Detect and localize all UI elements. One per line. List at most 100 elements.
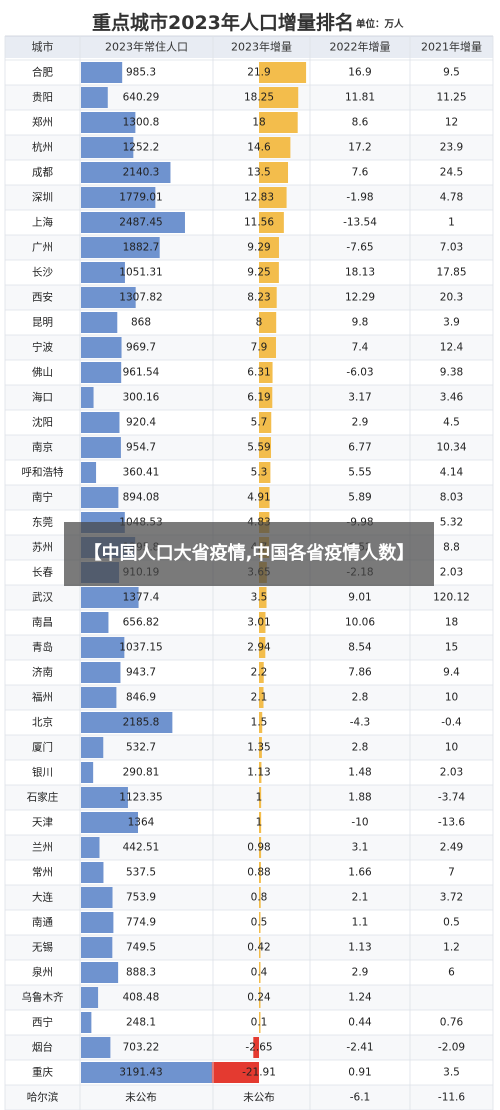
increment-2022-value: 5.89 [348,492,371,504]
increment-2021-value: 4.78 [440,192,463,204]
increment-2022-value: 1.13 [348,942,371,954]
city-label: 无锡 [32,941,53,954]
increment-2023-value: 2.94 [247,642,271,654]
increment-2022-value: 16.9 [348,67,371,79]
increment-2022-value: 0.91 [348,1067,371,1079]
increment-bar-positive [259,837,262,858]
population-bar [81,962,119,983]
increment-bar-positive [259,737,262,758]
population-bar [81,912,114,933]
population-value: 894.08 [123,492,160,504]
population-value: 1123.35 [119,792,162,804]
population-value: 未公布 [125,1092,157,1104]
increment-bar-positive [259,787,262,808]
increment-2021-value: 3.72 [440,892,463,904]
unit-label: 单位：万人 [356,19,404,30]
increment-2021-value: 3.46 [440,392,464,404]
increment-2022-value: 12.29 [345,292,375,304]
population-value: 961.54 [123,367,160,379]
header-row-bg [5,36,493,58]
increment-2023-value: 3.01 [247,617,270,629]
population-value: 1051.31 [119,267,162,279]
city-label: 乌鲁木齐 [22,991,64,1004]
city-label: 青岛 [32,641,53,654]
city-label: 西宁 [32,1016,53,1029]
increment-bar-positive [259,812,262,833]
population-bar [81,1062,215,1083]
increment-bar-positive [259,237,279,258]
table-row [5,910,493,935]
table-row [5,335,493,360]
population-bar [81,112,136,133]
city-label: 大连 [32,891,53,904]
population-value: 300.16 [123,392,160,404]
increment-2022-value: 2.8 [352,742,369,754]
increment-2022-value: 2.9 [352,417,369,429]
increment-2022-value: 10.06 [345,617,375,629]
population-bar [81,237,160,258]
population-value: 1377.4 [123,592,160,604]
header-cell: 城市 [32,40,54,54]
table-row [5,710,493,735]
city-label: 合肥 [32,66,53,79]
population-bar [81,87,108,108]
population-bar [81,212,185,233]
table-row [5,960,493,985]
population-bar [81,437,121,458]
increment-2021-value: 1 [448,217,455,229]
increment-2023-value: 1 [256,792,263,804]
population-value: 943.7 [126,667,156,679]
increment-2023-value: 6.19 [247,392,270,404]
population-value: 985.3 [126,67,156,79]
increment-2022-value: 7.6 [352,167,369,179]
increment-2021-value: -11.6 [438,1092,465,1104]
increment-2022-value: 6.77 [348,442,371,454]
increment-bar-positive [259,187,287,208]
increment-2022-value: 1.1 [352,917,369,929]
city-label: 佛山 [32,366,53,379]
increment-bar-positive [259,462,271,483]
increment-2023-value: 2.2 [251,667,268,679]
increment-bar-positive [259,662,264,683]
header-cell: 2023年增量 [231,40,292,54]
increment-2021-value: 9.4 [443,667,460,679]
increment-2023-value: -2.65 [245,1042,272,1054]
increment-2022-value: 2.1 [352,892,369,904]
city-label: 哈尔滨 [27,1091,59,1104]
increment-2021-value: 8.03 [440,492,463,504]
increment-2022-value: 17.2 [348,142,371,154]
city-label: 海口 [32,391,53,404]
population-value: 1882.7 [123,242,160,254]
population-value: 1252.2 [123,142,160,154]
increment-2021-value: 11.25 [436,92,466,104]
population-bar [81,487,119,508]
table-row [5,660,493,685]
increment-2023-value: 21.9 [247,67,270,79]
increment-2023-value: 0.42 [247,942,270,954]
increment-2022-value: 1.66 [348,867,372,879]
city-label: 成都 [32,167,53,179]
population-bar [81,387,94,408]
city-label: 常州 [32,866,53,879]
table-row [5,810,493,835]
increment-2022-value: 0.44 [348,1017,372,1029]
increment-bar-positive [259,87,299,108]
increment-bar-positive [259,987,261,1008]
population-value: 442.51 [123,842,160,854]
population-value: 749.5 [126,942,156,954]
increment-bar-positive [259,337,276,358]
increment-2021-value: 24.5 [440,167,463,179]
increment-2022-value: -7.65 [346,242,373,254]
increment-bar-positive [259,937,261,958]
city-label: 重庆 [32,1066,53,1079]
population-bar [81,337,122,358]
population-bar [81,812,139,833]
increment-2021-value: 4.14 [440,467,464,479]
increment-bar-positive [259,862,261,883]
increment-2023-value: 13.5 [247,167,270,179]
population-bar [81,937,113,958]
city-label: 贵阳 [32,91,53,104]
population-value: 248.1 [126,1017,156,1029]
watermark-banner: 【中国人口大省疫情,中国各省疫情人数】 [64,522,434,586]
city-label: 长春 [32,567,53,579]
